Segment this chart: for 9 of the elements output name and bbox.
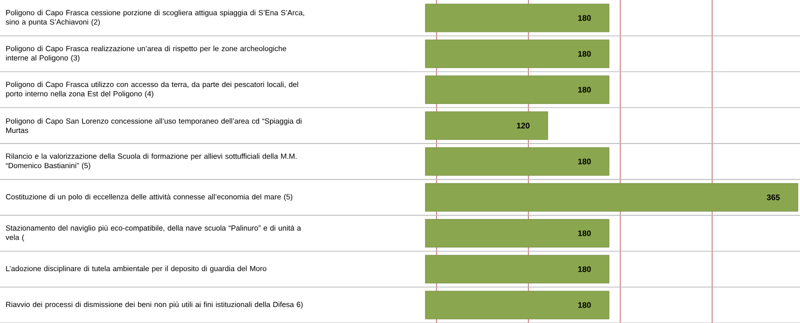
data-label: 180	[578, 230, 591, 236]
data-label: 180	[578, 50, 591, 57]
data-label: 120	[517, 122, 530, 128]
data-label: 180	[578, 15, 591, 21]
data-label: 365	[766, 194, 780, 200]
data-label: 180	[578, 266, 591, 272]
data-label: 180	[578, 302, 591, 308]
data-label: 180	[578, 158, 591, 164]
data-label: 180	[578, 86, 591, 93]
